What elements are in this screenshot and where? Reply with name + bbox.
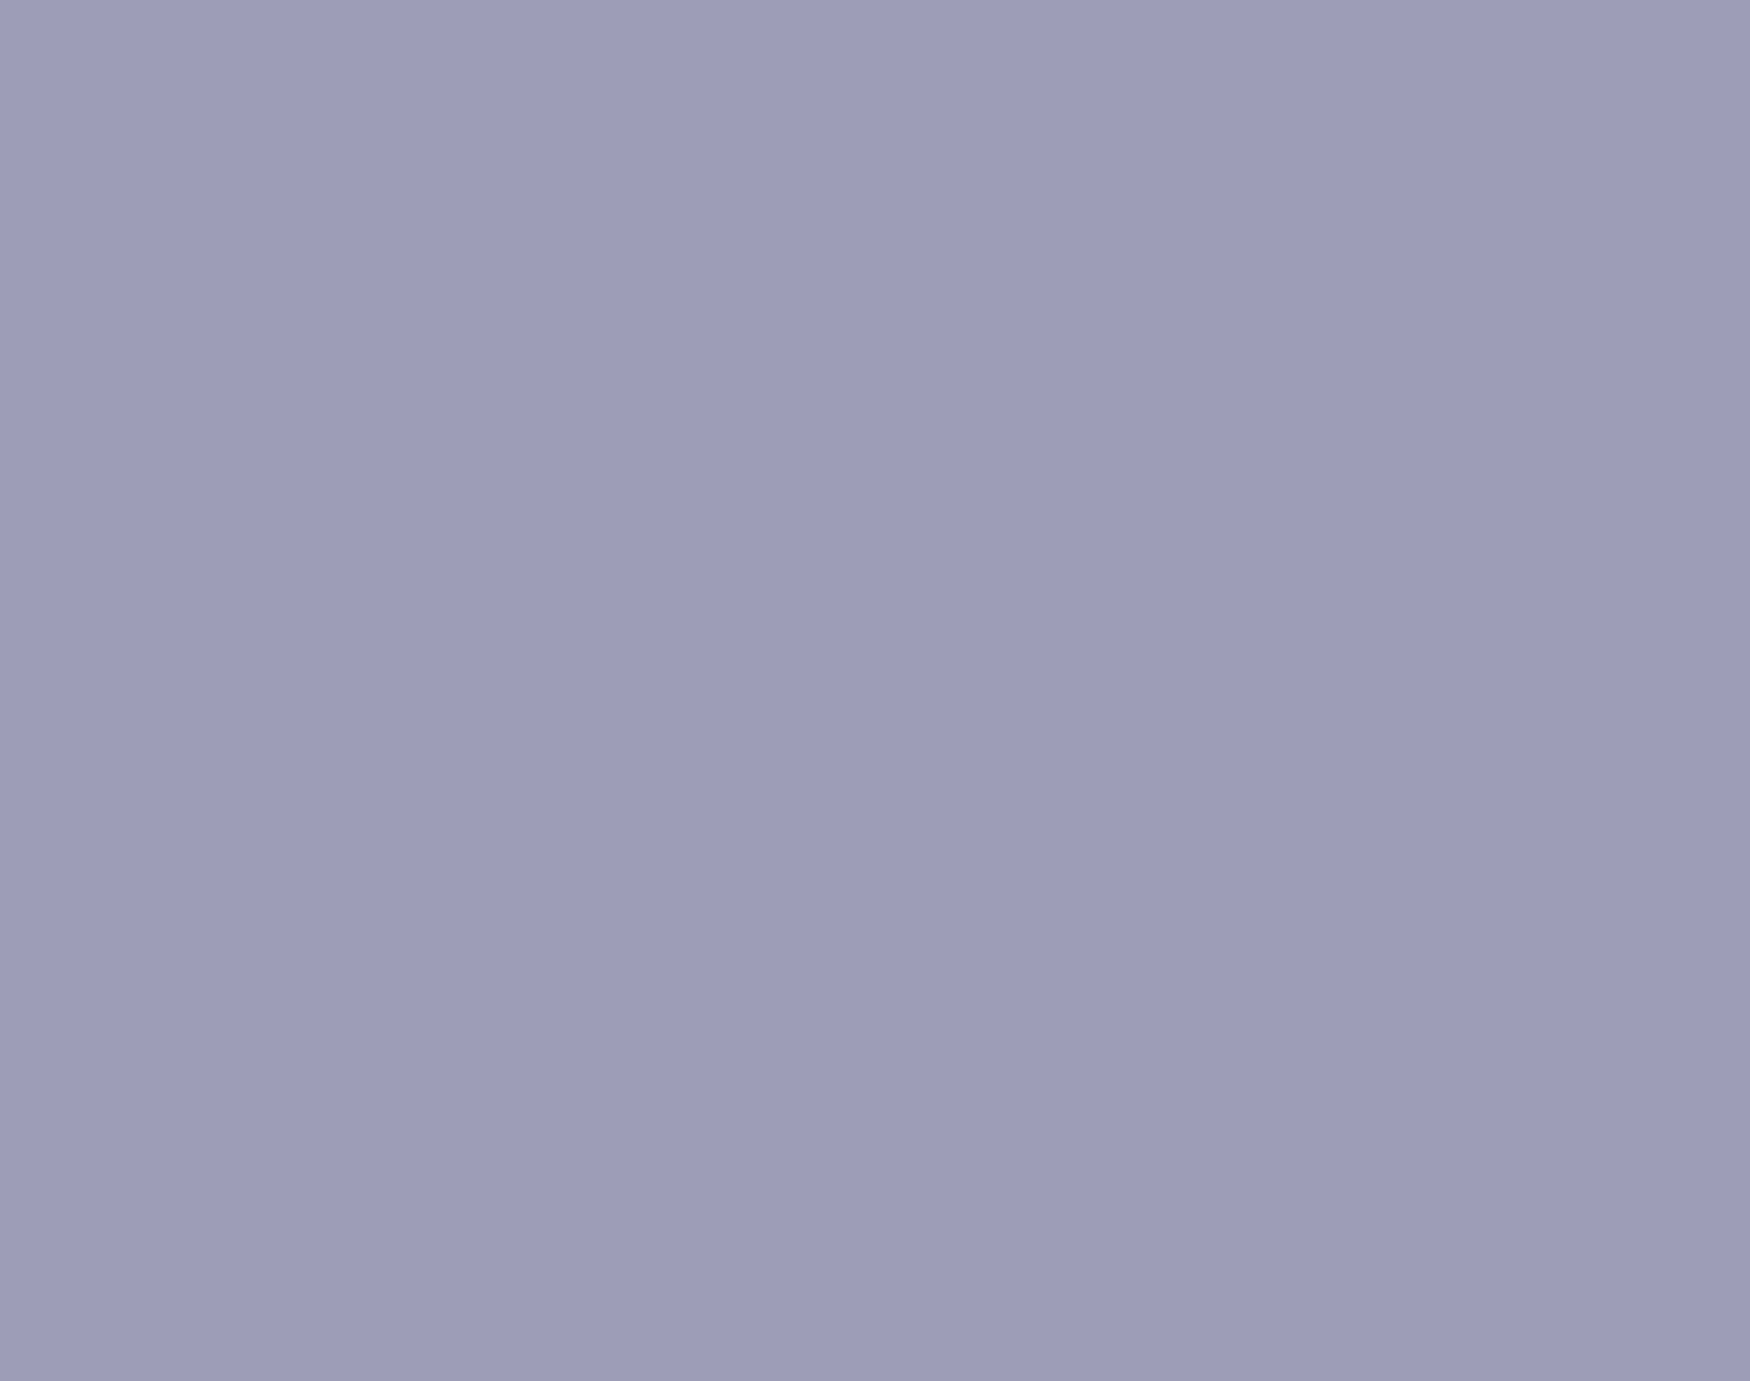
network-figure (0, 0, 1750, 1376)
gene-network-svg (0, 0, 1750, 1376)
